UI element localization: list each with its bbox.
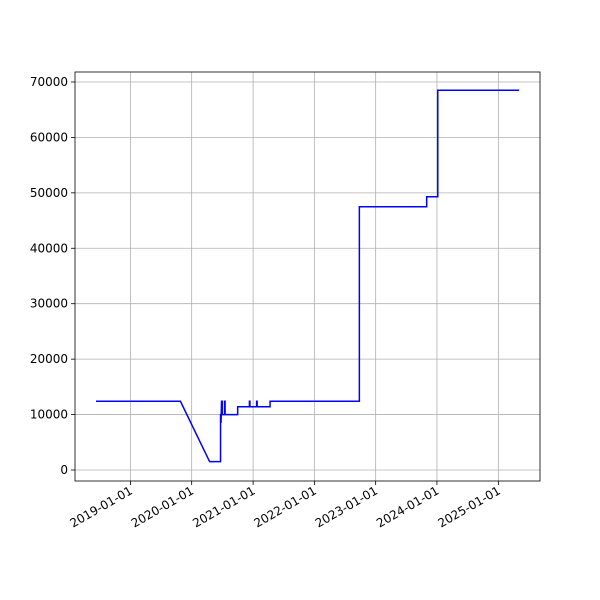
y-tick-label: 70000: [30, 75, 68, 89]
x-tick-label: 2021-01-01: [190, 483, 257, 530]
y-tick-label: 40000: [30, 241, 68, 255]
plot-frame: [74, 71, 541, 482]
x-tick-label: 2020-01-01: [129, 483, 196, 530]
line: [95, 89, 520, 463]
y-tick-label: 0: [60, 463, 68, 477]
y-tick-label: 20000: [30, 352, 68, 366]
x-tick-label: 2019-01-01: [67, 483, 134, 530]
x-tick-label: 2023-01-01: [313, 483, 380, 530]
x-tick-label: 2024-01-01: [374, 483, 441, 530]
y-tick-label: 60000: [30, 130, 68, 144]
y-tick-label: 30000: [30, 297, 68, 311]
x-tick-label: 2025-01-01: [435, 483, 502, 530]
y-tick-label: 10000: [30, 408, 68, 422]
y-tick-label: 50000: [30, 186, 68, 200]
x-tick-label: 2022-01-01: [251, 483, 318, 530]
